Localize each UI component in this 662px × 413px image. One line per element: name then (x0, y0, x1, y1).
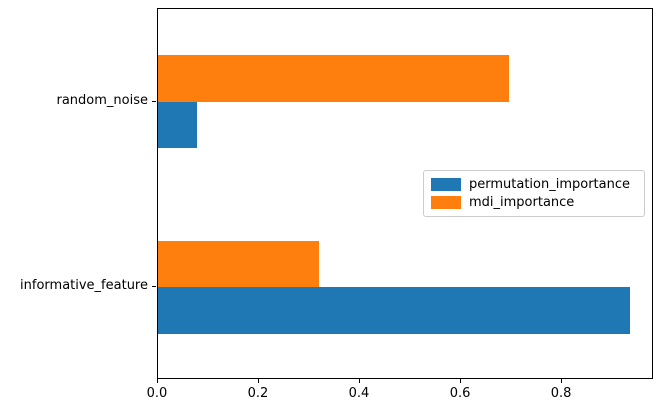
legend: permutation_importance mdi_importance (423, 170, 645, 217)
x-tick-mark-0.2 (258, 379, 259, 383)
x-tick-mark-0.6 (460, 379, 462, 383)
y-tick-mark-informative_feature (152, 286, 156, 288)
legend-swatch-orange (431, 196, 461, 210)
bar-mdi_importance-random_noise (158, 55, 509, 102)
bar-permutation_importance-random_noise (158, 101, 198, 149)
legend-label-mdi-importance: mdi_importance (469, 195, 575, 211)
x-tick-label-0.8: 0.8 (550, 386, 572, 401)
bar-permutation_importance-informative_feature (158, 287, 631, 334)
bar-mdi_importance-informative_feature (158, 240, 319, 288)
legend-entry-mdi-importance: mdi_importance (431, 194, 637, 213)
y-tick-label-informative_feature: informative_feature (20, 278, 148, 294)
y-tick-label-random_noise: random_noise (56, 92, 149, 108)
y-tick-mark-random_noise (152, 100, 156, 102)
x-tick-mark-0.4 (359, 379, 360, 383)
legend-label-permutation-importance: permutation_importance (469, 176, 631, 192)
x-tick-label-0.4: 0.4 (348, 386, 370, 401)
x-tick-label-0.2: 0.2 (247, 386, 269, 401)
x-tick-mark-0.8 (561, 379, 563, 383)
x-tick-label-0.6: 0.6 (449, 386, 471, 401)
x-tick-label-0.0: 0.0 (146, 386, 168, 401)
legend-entry-permutation-importance: permutation_importance (431, 175, 637, 194)
x-tick-mark-0.0 (157, 379, 158, 383)
legend-swatch-blue (431, 177, 461, 191)
